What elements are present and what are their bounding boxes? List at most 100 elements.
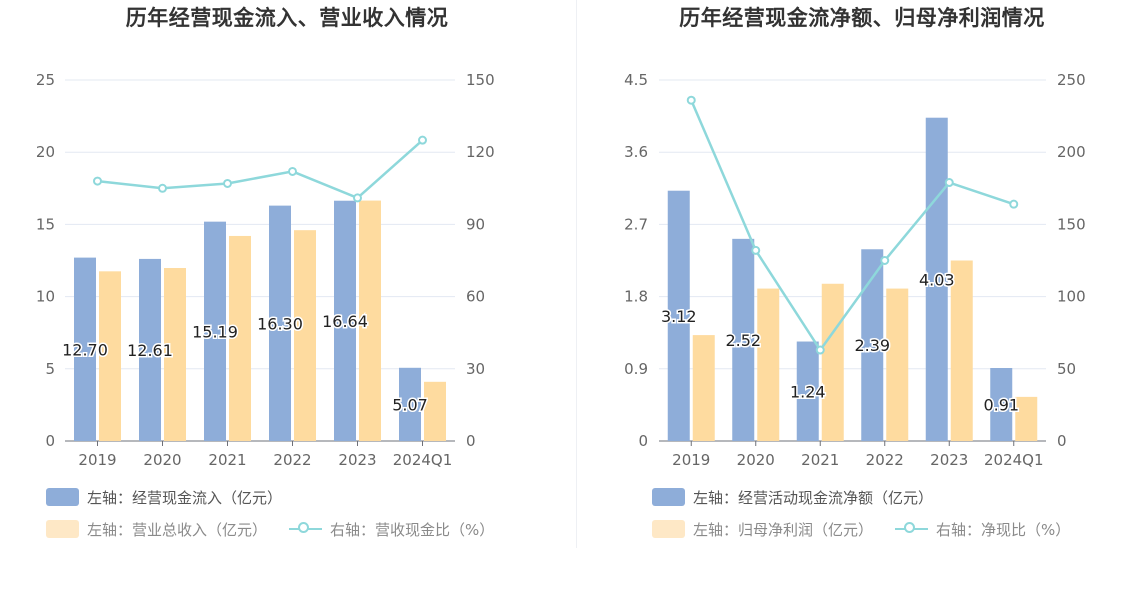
x-axis-tick-label: 2021 bbox=[208, 451, 246, 469]
legend-row-1: 左轴：经营活动现金流净额（亿元） bbox=[652, 486, 955, 508]
bar-左轴：经营现金流入（亿元） bbox=[204, 221, 226, 441]
chart-panel-left: 历年经营现金流入、营业收入情况 25 150 20 120 15 90 10 60 5 30 0 0 2… bbox=[36, 6, 495, 540]
y-axis-left-tick: 0 bbox=[638, 432, 648, 450]
legend-row-2: 左轴：归母净利润（亿元） 右轴：净现比（%） bbox=[652, 518, 1092, 540]
bar-左轴：归母净利润（亿元） bbox=[1015, 396, 1038, 441]
y-axis-right-tick: 100 bbox=[1057, 288, 1086, 306]
y-axis-left-tick: 15 bbox=[36, 215, 55, 233]
y-axis-left-tick: 0.9 bbox=[624, 360, 648, 378]
line-point bbox=[353, 193, 362, 203]
bar-左轴：经营活动现金流净额（亿元） bbox=[990, 367, 1013, 441]
chart-title: 历年经营现金流入、营业收入情况 bbox=[125, 6, 449, 30]
legend-label: 左轴：归母净利润（亿元） bbox=[693, 520, 874, 539]
bar-左轴：经营活动现金流净额（亿元） bbox=[732, 238, 755, 441]
legend-label: 右轴：营收现金比（%） bbox=[330, 520, 495, 539]
y-axis-right-tick: 50 bbox=[1057, 360, 1076, 378]
y-axis-right-tick: 30 bbox=[466, 360, 485, 378]
bar-data-label: 1.24 bbox=[790, 382, 826, 401]
x-axis-tick-label: 2019 bbox=[672, 451, 710, 469]
legend-swatch-blue bbox=[652, 488, 685, 506]
bar-data-label: 16.64 bbox=[322, 312, 368, 331]
bar-左轴：营业总收入（亿元） bbox=[229, 235, 251, 441]
bar-data-label: 3.12 bbox=[661, 307, 697, 326]
y-axis-left-tick: 0 bbox=[45, 432, 55, 450]
y-axis-left-tick: 20 bbox=[36, 143, 55, 161]
y-axis-left-tick: 3.6 bbox=[624, 143, 648, 161]
chart-panel-right: 历年经营现金流净额、归母净利润情况 4.5 250 3.6 200 2.7 150 1.8 1… bbox=[576, 0, 1148, 589]
bar-data-label: 2.39 bbox=[854, 336, 890, 355]
y-axis-left-tick: 25 bbox=[36, 71, 55, 89]
line-point bbox=[93, 176, 102, 186]
legend-item-line[interactable]: 右轴：净现比（%） bbox=[895, 519, 1070, 540]
bar-左轴：营业总收入（亿元） bbox=[359, 200, 381, 441]
bar-data-label: 4.03 bbox=[919, 270, 955, 289]
y-axis-left-tick: 4.5 bbox=[624, 71, 648, 89]
legend-swatch-blue bbox=[46, 488, 79, 506]
legend-line-icon bbox=[289, 520, 323, 538]
y-axis-left-tick: 5 bbox=[45, 360, 55, 378]
bar-data-label: 15.19 bbox=[192, 322, 238, 341]
line-point bbox=[288, 166, 297, 176]
bar-左轴：经营现金流入（亿元） bbox=[139, 258, 161, 441]
bar-左轴：经营活动现金流净额（亿元） bbox=[861, 249, 884, 441]
line-series bbox=[97, 139, 424, 200]
x-axis-tick-label: 2024Q1 bbox=[393, 451, 453, 469]
line-point bbox=[944, 178, 954, 188]
bar-左轴：经营现金流入（亿元） bbox=[334, 200, 356, 441]
line-point bbox=[223, 178, 232, 188]
x-axis-tick-label: 2019 bbox=[78, 451, 116, 469]
y-axis-left-tick: 1.8 bbox=[624, 288, 648, 306]
legend-swatch-yellow bbox=[46, 520, 79, 538]
line-point bbox=[418, 135, 427, 145]
legend-label: 左轴：经营活动现金流净额（亿元） bbox=[693, 488, 934, 507]
line-point bbox=[686, 95, 696, 105]
bar-左轴：经营现金流入（亿元） bbox=[269, 205, 291, 441]
bar-data-label: 5.07 bbox=[392, 395, 428, 414]
legend-item-bar-b[interactable]: 左轴：归母净利润（亿元） bbox=[652, 519, 873, 540]
bar-左轴：经营现金流入（亿元） bbox=[74, 257, 96, 441]
legend-label: 左轴：经营现金流入（亿元） bbox=[87, 488, 283, 507]
legend-label: 右轴：净现比（%） bbox=[936, 520, 1071, 539]
legend-item-line[interactable]: 右轴：营收现金比（%） bbox=[289, 519, 494, 540]
x-axis-tick-label: 2022 bbox=[273, 451, 311, 469]
line-point bbox=[751, 245, 761, 255]
y-axis-right-tick: 250 bbox=[1057, 71, 1086, 89]
y-axis-left-tick: 2.7 bbox=[624, 215, 648, 233]
y-axis-right-tick: 0 bbox=[1057, 432, 1067, 450]
x-axis-tick-label: 2022 bbox=[866, 451, 904, 469]
chart-title: 历年经营现金流净额、归母净利润情况 bbox=[679, 6, 1045, 30]
legend-item-bar-a[interactable]: 左轴：经营活动现金流净额（亿元） bbox=[652, 487, 933, 508]
panel-divider bbox=[576, 0, 577, 548]
y-axis-right-tick: 150 bbox=[466, 71, 495, 89]
x-axis-tick-label: 2023 bbox=[338, 451, 376, 469]
bar-左轴：经营现金流入（亿元） bbox=[399, 367, 421, 441]
legend-item-bar-a[interactable]: 左轴：经营现金流入（亿元） bbox=[46, 487, 282, 508]
legend-row-1: 左轴：经营现金流入（亿元） bbox=[46, 486, 304, 508]
bar-data-label: 16.30 bbox=[257, 314, 303, 333]
line-point bbox=[880, 256, 890, 265]
bar-左轴：经营活动现金流净额（亿元） bbox=[796, 341, 819, 441]
legend-item-bar-b[interactable]: 左轴：营业总收入（亿元） bbox=[46, 519, 267, 540]
y-axis-right-tick: 90 bbox=[466, 215, 485, 233]
y-axis-left-tick: 10 bbox=[36, 288, 55, 306]
bar-左轴：营业总收入（亿元） bbox=[294, 230, 316, 441]
x-axis-tick-label: 2024Q1 bbox=[984, 451, 1044, 469]
line-point bbox=[1009, 199, 1019, 209]
bar-左轴：营业总收入（亿元） bbox=[424, 381, 446, 441]
bar-data-label: 12.70 bbox=[62, 340, 108, 359]
bar-data-label: 2.52 bbox=[725, 331, 761, 350]
chart-plot: 25 150 20 120 15 90 10 60 5 30 0 0 2019 2020 2021 2022 2… bbox=[36, 71, 495, 469]
line-point bbox=[158, 183, 167, 193]
bar-左轴：营业总收入（亿元） bbox=[99, 271, 121, 441]
y-axis-right-tick: 0 bbox=[466, 432, 476, 450]
bar-左轴：经营活动现金流净额（亿元） bbox=[925, 117, 948, 442]
legend-label: 左轴：营业总收入（亿元） bbox=[87, 520, 268, 539]
bar-左轴：归母净利润（亿元） bbox=[757, 288, 780, 441]
legend-swatch-yellow bbox=[652, 520, 685, 538]
bar-data-label: 12.61 bbox=[127, 341, 173, 360]
y-axis-right-tick: 120 bbox=[466, 143, 495, 161]
chart-plot: 4.5 250 3.6 200 2.7 150 1.8 100 0.9 50 0 0 2019 2020 2… bbox=[624, 71, 1086, 469]
line-point bbox=[815, 345, 825, 355]
bar-左轴：归母净利润（亿元） bbox=[950, 260, 973, 441]
y-axis-right-tick: 60 bbox=[466, 288, 485, 306]
